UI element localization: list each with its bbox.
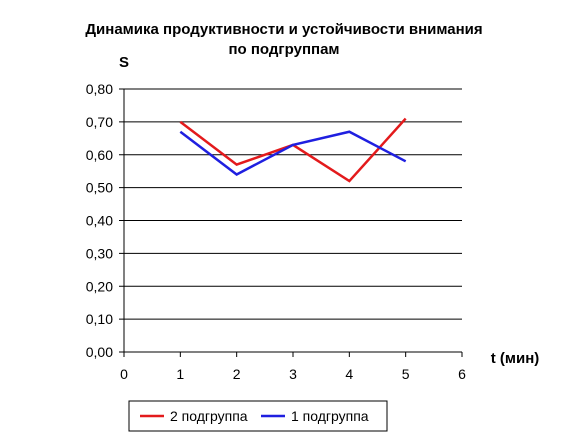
chart-title-line-1: Динамика продуктивности и устойчивости в… bbox=[85, 21, 482, 38]
chart-title-line-2: по подгруппам bbox=[228, 41, 339, 58]
x-tick-label-4: 4 bbox=[345, 366, 353, 382]
y-tick-label-8: 0,80 bbox=[86, 81, 113, 97]
legend-box bbox=[128, 400, 388, 432]
x-axis-label: t (мин) bbox=[491, 350, 540, 367]
axes bbox=[119, 88, 463, 357]
y-tick-label-2: 0,20 bbox=[86, 278, 113, 294]
y-tick-label-1: 0,10 bbox=[86, 311, 113, 327]
legend-label-1: 2 подгруппа bbox=[170, 408, 248, 424]
x-tick-label-5: 5 bbox=[402, 366, 410, 382]
x-tick-label-2: 2 bbox=[233, 366, 241, 382]
tick-labels: 0,00 0,10 0,20 0,30 0,40 0,50 0,60 0,70 0,80 0 1 2 3… bbox=[86, 81, 466, 382]
legend-label-2: 1 подгруппа bbox=[291, 408, 369, 424]
grid-lines bbox=[124, 88, 462, 320]
series-lines bbox=[179, 117, 407, 183]
y-tick-label-4: 0,40 bbox=[86, 213, 113, 229]
x-tick-label-6: 6 bbox=[458, 366, 466, 382]
y-axis-label: S bbox=[119, 54, 129, 71]
y-tick-label-0: 0,00 bbox=[86, 344, 113, 360]
legend: 2 подгруппа 1 подгруппа bbox=[128, 400, 388, 432]
x-tick-label-3: 3 bbox=[289, 366, 297, 382]
y-tick-label-5: 0,50 bbox=[86, 180, 113, 196]
series-line-1 bbox=[179, 117, 407, 183]
x-tick-label-1: 1 bbox=[176, 366, 184, 382]
x-tick-label-0: 0 bbox=[120, 366, 128, 382]
series-line-2 bbox=[179, 130, 407, 176]
y-tick-label-3: 0,30 bbox=[86, 245, 113, 261]
y-tick-label-7: 0,70 bbox=[86, 114, 113, 130]
y-tick-label-6: 0,60 bbox=[86, 147, 113, 163]
